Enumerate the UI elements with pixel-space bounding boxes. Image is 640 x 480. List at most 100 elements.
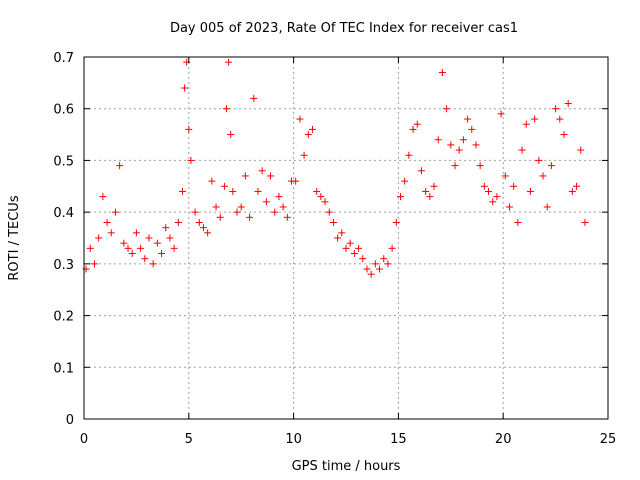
data-point-marker xyxy=(438,69,446,77)
data-point-marker xyxy=(355,244,363,252)
data-point-marker xyxy=(338,229,346,237)
y-tick-label: 0.5 xyxy=(53,154,74,169)
data-point-marker xyxy=(535,156,543,164)
x-tick-label: 0 xyxy=(80,432,88,447)
data-points xyxy=(82,58,589,278)
data-point-marker xyxy=(95,234,103,242)
data-point-marker xyxy=(137,244,145,252)
data-point-marker xyxy=(204,229,212,237)
x-tick-label: 20 xyxy=(495,432,512,447)
data-point-marker xyxy=(120,239,128,247)
data-point-marker xyxy=(166,234,174,242)
data-point-marker xyxy=(158,250,166,258)
x-axis-label: GPS time / hours xyxy=(292,459,401,474)
data-point-marker xyxy=(145,234,153,242)
data-point-marker xyxy=(181,84,189,92)
y-axis-label: ROTI / TECUs xyxy=(7,195,22,280)
data-point-marker xyxy=(103,218,111,226)
data-point-marker xyxy=(86,244,94,252)
data-point-marker xyxy=(455,146,463,154)
data-point-marker xyxy=(522,120,530,128)
data-point-marker xyxy=(577,146,585,154)
data-point-marker xyxy=(371,260,379,268)
data-point-marker xyxy=(510,182,518,190)
data-point-marker xyxy=(564,100,572,108)
data-point-marker xyxy=(212,203,220,211)
data-point-marker xyxy=(392,218,400,226)
data-point-marker xyxy=(313,187,321,195)
data-point-marker xyxy=(250,94,258,102)
data-point-marker xyxy=(187,156,195,164)
data-point-marker xyxy=(556,115,564,123)
data-point-marker xyxy=(237,203,245,211)
data-point-marker xyxy=(271,208,279,216)
data-point-marker xyxy=(409,125,417,133)
data-point-marker xyxy=(560,131,568,139)
data-point-marker xyxy=(501,172,509,180)
data-point-marker xyxy=(547,162,555,170)
data-point-marker xyxy=(90,260,98,268)
data-point-marker xyxy=(99,193,107,201)
data-point-marker xyxy=(300,151,308,159)
data-point-marker xyxy=(116,162,124,170)
data-point-marker xyxy=(275,193,283,201)
data-point-marker xyxy=(472,141,480,149)
data-point-marker xyxy=(413,120,421,128)
data-point-marker xyxy=(132,229,140,237)
data-point-marker xyxy=(531,115,539,123)
data-point-marker xyxy=(325,208,333,216)
data-point-marker xyxy=(329,218,337,226)
data-point-marker xyxy=(141,255,149,263)
data-point-marker xyxy=(405,151,413,159)
data-point-marker xyxy=(480,182,488,190)
data-point-marker xyxy=(262,198,270,206)
data-point-marker xyxy=(229,187,237,195)
data-point-marker xyxy=(107,229,115,237)
data-point-marker xyxy=(485,187,493,195)
data-point-marker xyxy=(401,177,409,185)
data-point-marker xyxy=(459,136,467,144)
data-point-marker xyxy=(451,162,459,170)
data-point-marker xyxy=(174,218,182,226)
y-tick-label: 0.3 xyxy=(53,258,74,273)
data-point-marker xyxy=(223,105,231,113)
data-point-marker xyxy=(111,208,119,216)
data-point-marker xyxy=(342,244,350,252)
data-point-marker xyxy=(170,244,178,252)
data-point-marker xyxy=(153,239,161,247)
x-tick-label: 25 xyxy=(600,432,617,447)
data-point-marker xyxy=(359,255,367,263)
data-point-marker xyxy=(476,162,484,170)
data-point-marker xyxy=(543,203,551,211)
data-point-marker xyxy=(292,177,300,185)
data-point-marker xyxy=(468,125,476,133)
data-point-marker xyxy=(195,218,203,226)
y-tick-label: 0.7 xyxy=(53,51,74,66)
data-point-marker xyxy=(179,187,187,195)
data-point-marker xyxy=(241,172,249,180)
data-point-marker xyxy=(227,131,235,139)
data-point-marker xyxy=(334,234,342,242)
data-point-marker xyxy=(258,167,266,175)
data-point-marker xyxy=(396,193,404,201)
data-point-marker xyxy=(279,203,287,211)
data-point-marker xyxy=(191,208,199,216)
data-point-marker xyxy=(464,115,472,123)
data-point-marker xyxy=(162,224,170,232)
data-point-marker xyxy=(514,218,522,226)
data-point-marker xyxy=(225,58,233,66)
data-point-marker xyxy=(518,146,526,154)
data-point-marker xyxy=(304,131,312,139)
data-point-marker xyxy=(220,182,228,190)
data-point-marker xyxy=(489,198,497,206)
data-point-marker xyxy=(417,167,425,175)
y-tick-label: 0 xyxy=(66,413,74,428)
data-point-marker xyxy=(216,213,224,221)
data-point-marker xyxy=(199,224,207,232)
y-tick-label: 0.4 xyxy=(53,206,74,221)
data-point-marker xyxy=(505,203,513,211)
grid-lines xyxy=(84,57,608,419)
data-point-marker xyxy=(128,250,136,258)
x-tick-label: 10 xyxy=(285,432,302,447)
